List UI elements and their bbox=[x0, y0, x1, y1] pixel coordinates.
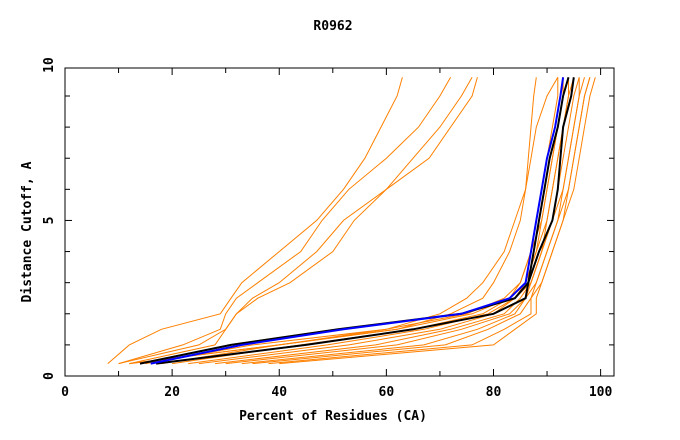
series-line-model-o1 bbox=[107, 77, 403, 364]
y-tick-label: 0 bbox=[42, 372, 57, 380]
series-lines bbox=[107, 77, 596, 365]
y-axis-label: Distance Cutoff, A bbox=[20, 161, 35, 302]
plot-frame bbox=[64, 67, 615, 377]
x-tick-label: 0 bbox=[61, 385, 69, 400]
y-tick-label: 5 bbox=[42, 217, 57, 225]
x-tick-label: 40 bbox=[271, 385, 287, 400]
series-line-highlight bbox=[150, 77, 565, 365]
series-line-model-b5 bbox=[214, 77, 580, 365]
series-line-model-o4 bbox=[118, 77, 478, 365]
x-tick-label: 60 bbox=[379, 385, 395, 400]
series-line-model-b2 bbox=[172, 77, 564, 365]
series-line-model-o3 bbox=[129, 77, 473, 365]
series-line-model-b4 bbox=[198, 77, 575, 365]
x-axis-label: Percent of Residues (CA) bbox=[239, 409, 427, 424]
x-tick-label: 80 bbox=[486, 385, 502, 400]
chart-title: R0962 bbox=[313, 19, 352, 34]
series-line-reference-2 bbox=[155, 77, 575, 365]
series-line-model-o5 bbox=[129, 77, 537, 365]
y-tick-label: 10 bbox=[42, 57, 57, 73]
axis-ticks: 0 20 40 60 80 100 0 5 10 bbox=[42, 57, 614, 400]
series-line-model-b3 bbox=[188, 77, 569, 365]
series-line-model-b1 bbox=[161, 77, 564, 365]
x-tick-label: 100 bbox=[589, 385, 613, 400]
x-tick-label: 20 bbox=[164, 385, 180, 400]
series-line-model-b10 bbox=[279, 77, 596, 365]
series-line-model-b0 bbox=[145, 77, 559, 365]
series-line-model-o2 bbox=[118, 77, 452, 365]
